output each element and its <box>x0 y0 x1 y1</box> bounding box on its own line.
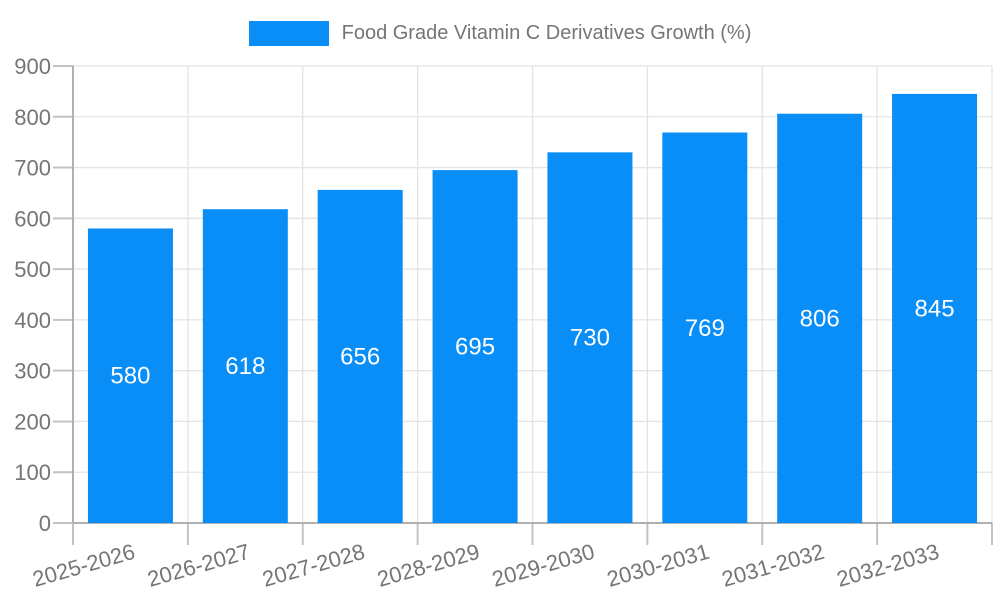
bar-2030-2031[interactable] <box>662 132 748 523</box>
x-axis-category-label: 2027-2028 <box>260 539 368 592</box>
y-axis-tick-label: 0 <box>39 511 51 536</box>
x-axis-category-label: 2026-2027 <box>145 539 253 592</box>
chart-legend[interactable]: Food Grade Vitamin C Derivatives Growth … <box>0 21 1000 46</box>
y-axis-tick-label: 200 <box>14 409 51 434</box>
y-axis-tick-label: 800 <box>14 105 51 130</box>
legend-swatch <box>248 21 329 46</box>
y-axis-tick-label: 500 <box>14 257 51 282</box>
bar-value-label: 730 <box>570 325 610 352</box>
legend-label: Food Grade Vitamin C Derivatives Growth … <box>341 22 752 44</box>
bar-2028-2029[interactable] <box>432 170 518 523</box>
y-axis-tick-label: 600 <box>14 206 51 231</box>
bar-value-label: 656 <box>340 343 380 370</box>
x-axis-category-label: 2032-2033 <box>834 539 942 592</box>
bar-2026-2027[interactable] <box>202 209 288 523</box>
bar-value-label: 618 <box>225 353 265 380</box>
x-axis-category-label: 2029-2030 <box>489 539 597 592</box>
bar-2027-2028[interactable] <box>317 189 403 524</box>
bar-2025-2026[interactable] <box>87 228 173 523</box>
bar-2031-2032[interactable] <box>777 113 863 523</box>
x-axis-category-label: 2031-2032 <box>719 539 827 592</box>
bar-2032-2033[interactable] <box>892 93 978 523</box>
bar-value-label: 845 <box>915 295 955 322</box>
y-axis-tick-label: 100 <box>14 460 51 485</box>
bar-value-label: 580 <box>110 363 150 390</box>
y-axis-tick-label: 900 <box>14 54 51 79</box>
bar-value-label: 769 <box>685 315 725 342</box>
x-axis-category-label: 2030-2031 <box>604 539 712 592</box>
bar-value-label: 806 <box>800 305 840 332</box>
y-axis-tick-label: 400 <box>14 308 51 333</box>
bar-value-label: 695 <box>455 334 495 361</box>
x-axis-category-label: 2025-2026 <box>30 539 138 592</box>
x-axis-category-label: 2028-2029 <box>374 539 482 592</box>
y-axis-tick-label: 300 <box>14 359 51 384</box>
y-axis-tick-label: 700 <box>14 156 51 181</box>
bar-2029-2030[interactable] <box>547 152 633 524</box>
